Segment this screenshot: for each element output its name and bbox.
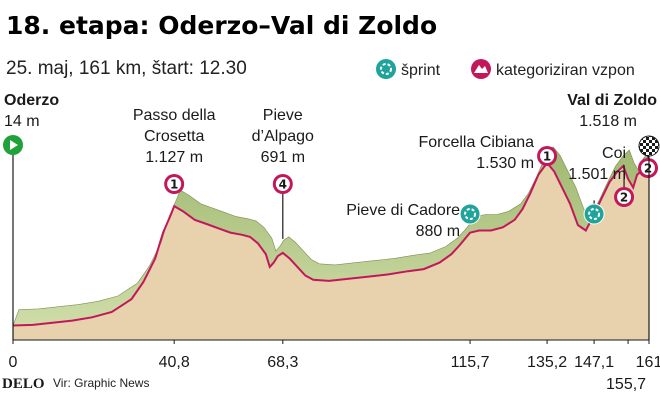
climb-category-label: 1 xyxy=(170,178,178,192)
route-point-label: Pieve di Cadore xyxy=(346,202,460,219)
sprint-icon xyxy=(583,203,605,225)
legend: šprint kategoriziran vzpon xyxy=(376,59,635,79)
x-tick-4: 135,2 xyxy=(527,340,567,371)
start-marker-icon xyxy=(3,135,23,155)
climb-category-icon: 1 xyxy=(537,146,558,166)
route-point-0: 1 Passo della Crosetta 1.127 m xyxy=(133,107,216,194)
ground-area xyxy=(13,162,649,340)
route-points: 1 Passo della Crosetta 1.127 m 4 Pieve d’Alpag… xyxy=(133,107,658,240)
route-point-label: d’Alpago xyxy=(252,128,314,145)
route-point-label: Pieve xyxy=(263,107,303,124)
route-point-label: 691 m xyxy=(261,149,305,166)
x-tick-2: 68,3 xyxy=(267,340,298,371)
route-point-label: 880 m xyxy=(416,223,460,240)
climb-category-icon: 2 xyxy=(614,187,635,207)
climb-category-label: 1 xyxy=(543,150,551,164)
climb-category-label: 2 xyxy=(620,191,628,205)
finish-flag-icon xyxy=(638,135,660,157)
elevation-profile-line xyxy=(12,161,650,327)
climb-category-label: 2 xyxy=(644,162,652,176)
chart-title: 18. etapa: Oderzo–Val di Zoldo xyxy=(6,11,437,40)
finish-elevation: 1.518 m xyxy=(579,113,637,130)
legend-sprint-icon xyxy=(376,59,396,79)
x-tick-1: 40,8 xyxy=(159,340,190,371)
x-tick-label: 68,3 xyxy=(267,354,298,371)
x-tick-label: 40,8 xyxy=(159,354,190,371)
climb-category-label: 4 xyxy=(279,178,287,192)
climb-category-icon: 1 xyxy=(164,174,185,194)
route-point-label: Passo della xyxy=(133,107,216,124)
legend-climb-label: kategoriziran vzpon xyxy=(496,62,635,79)
sprint-icon xyxy=(459,203,481,225)
route-point-1: 4 Pieve d’Alpago 691 m xyxy=(252,107,314,239)
route-point-label: Crosetta xyxy=(144,128,205,145)
x-tick-5: 147,1 xyxy=(574,340,614,371)
x-tick-0: 0 xyxy=(9,340,18,371)
legend-climb-icon xyxy=(471,59,491,79)
x-tick-7: 161 xyxy=(636,340,660,371)
climb-category-icon: 4 xyxy=(272,174,293,194)
x-tick-6: 155,7 xyxy=(606,340,646,393)
climb-category-icon: 2 xyxy=(638,158,658,178)
terrain xyxy=(12,146,650,340)
start-name: Oderzo xyxy=(4,92,59,109)
x-tick-label: 147,1 xyxy=(574,354,614,371)
x-tick-label: 115,7 xyxy=(451,354,490,371)
x-tick-label: 0 xyxy=(9,354,18,371)
start-elevation: 14 m xyxy=(4,113,40,130)
x-tick-label: 161 xyxy=(636,354,660,371)
x-axis-ticks: 0 40,8 68,3 115,7 135,2 147,1 155,7 161 xyxy=(9,340,660,393)
route-point-label: 1.127 m xyxy=(145,149,203,166)
x-tick-label: 135,2 xyxy=(527,354,567,371)
x-tick-label: 155,7 xyxy=(606,376,646,393)
route-point-label: 1.530 m xyxy=(476,155,534,172)
brand-logo: DELO xyxy=(2,376,45,392)
source-credit: Vir: Graphic News xyxy=(53,376,149,390)
route-point-label: Forcella Cibiana xyxy=(418,134,534,151)
x-tick-3: 115,7 xyxy=(451,340,490,371)
route-point-label: 1.501 m xyxy=(568,166,626,183)
route-point-4 xyxy=(583,200,605,225)
route-point-label: Coi xyxy=(602,145,626,162)
route-point-2: Pieve di Cadore 880 m xyxy=(346,202,481,240)
route-point-3: 1 Forcella Cibiana 1.530 m xyxy=(418,134,558,172)
route-point-5: 2 Coi 1.501 m xyxy=(568,145,635,207)
chart-subtitle: 25. maj, 161 km, štart: 12.30 xyxy=(6,58,247,79)
finish-name: Val di Zoldo xyxy=(567,92,657,109)
legend-sprint-label: šprint xyxy=(401,62,441,79)
